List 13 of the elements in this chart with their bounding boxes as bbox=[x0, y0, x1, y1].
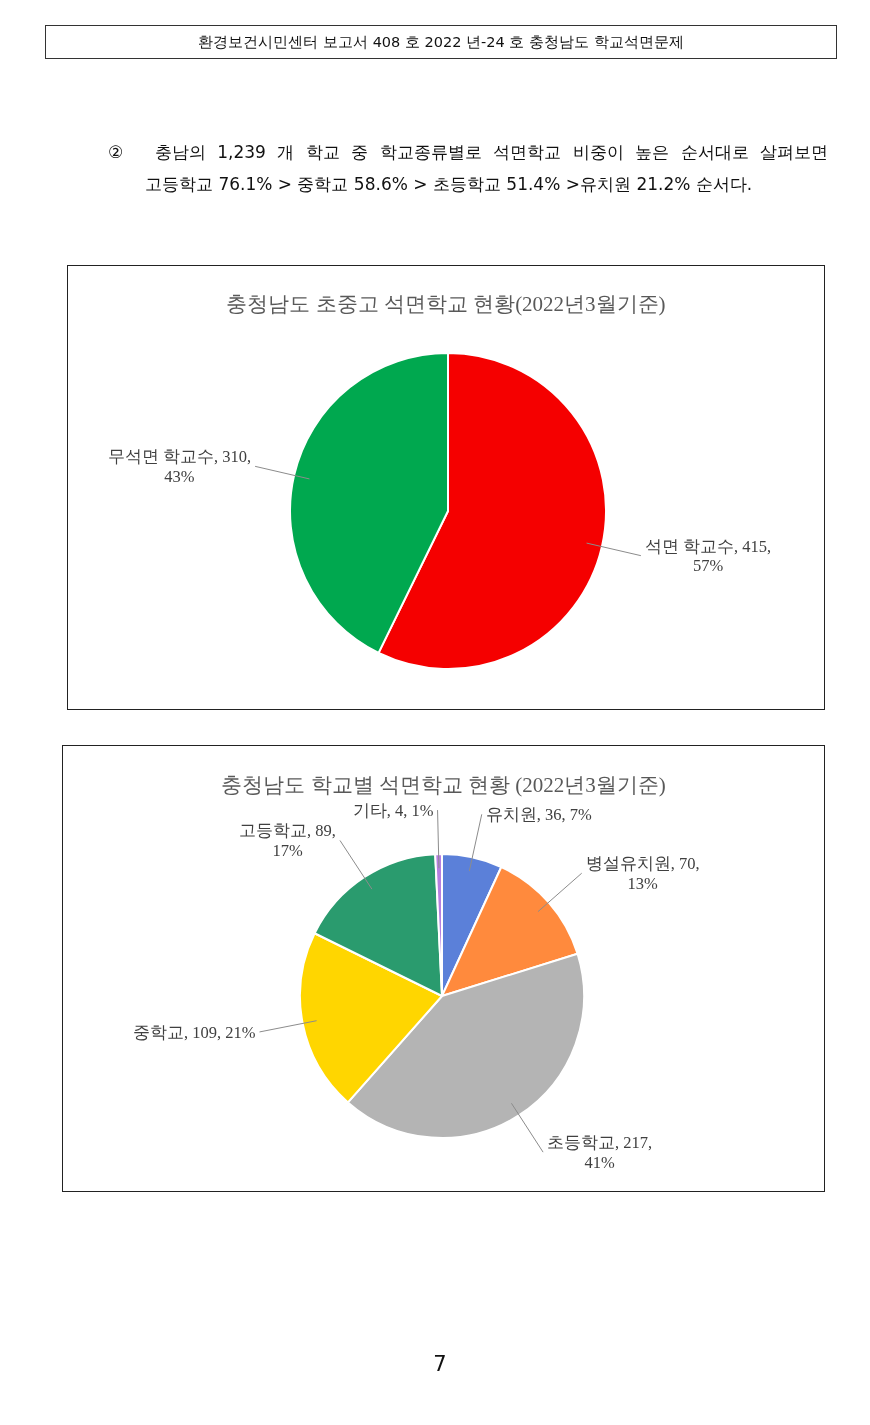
text: ② 충남의 1,239 개 학교 중 학교종류별로 석면학교 비중이 높은 순서대로 살펴보면 고등학교 76.1% > 중학교 58.6% > 초등학교 51.4% >유치원 21.2% 순서다. bbox=[108, 141, 828, 196]
chart-title: 충청남도 초중고 석면학교 현황(2022년3월기준) bbox=[226, 292, 666, 316]
slice-label: 고등학교, 89, 17% bbox=[239, 821, 336, 861]
slice-label: 초등학교, 217, 41% bbox=[547, 1133, 653, 1172]
slice-label: 석면 학교수, 415, 57% bbox=[644, 536, 772, 576]
slice-label: 기타, 4, 1% bbox=[352, 800, 434, 820]
text: 7 bbox=[432, 1352, 448, 1376]
slice-label: 무석면 학교수, 310, 43% bbox=[107, 447, 252, 487]
slice-label: 중학교, 109, 21% bbox=[133, 1022, 256, 1042]
chart-title: 충청남도 학교별 석면학교 현황 (2022년3월기준) bbox=[221, 773, 666, 797]
slice-label: 병설유치원, 70, 13% bbox=[585, 854, 700, 893]
text: 환경보건시민센터 보고서 408 호 2022 년-24 호 충청남도 학교석면문제 bbox=[45, 25, 837, 59]
slice-label: 유치원, 36, 7% bbox=[485, 805, 593, 825]
